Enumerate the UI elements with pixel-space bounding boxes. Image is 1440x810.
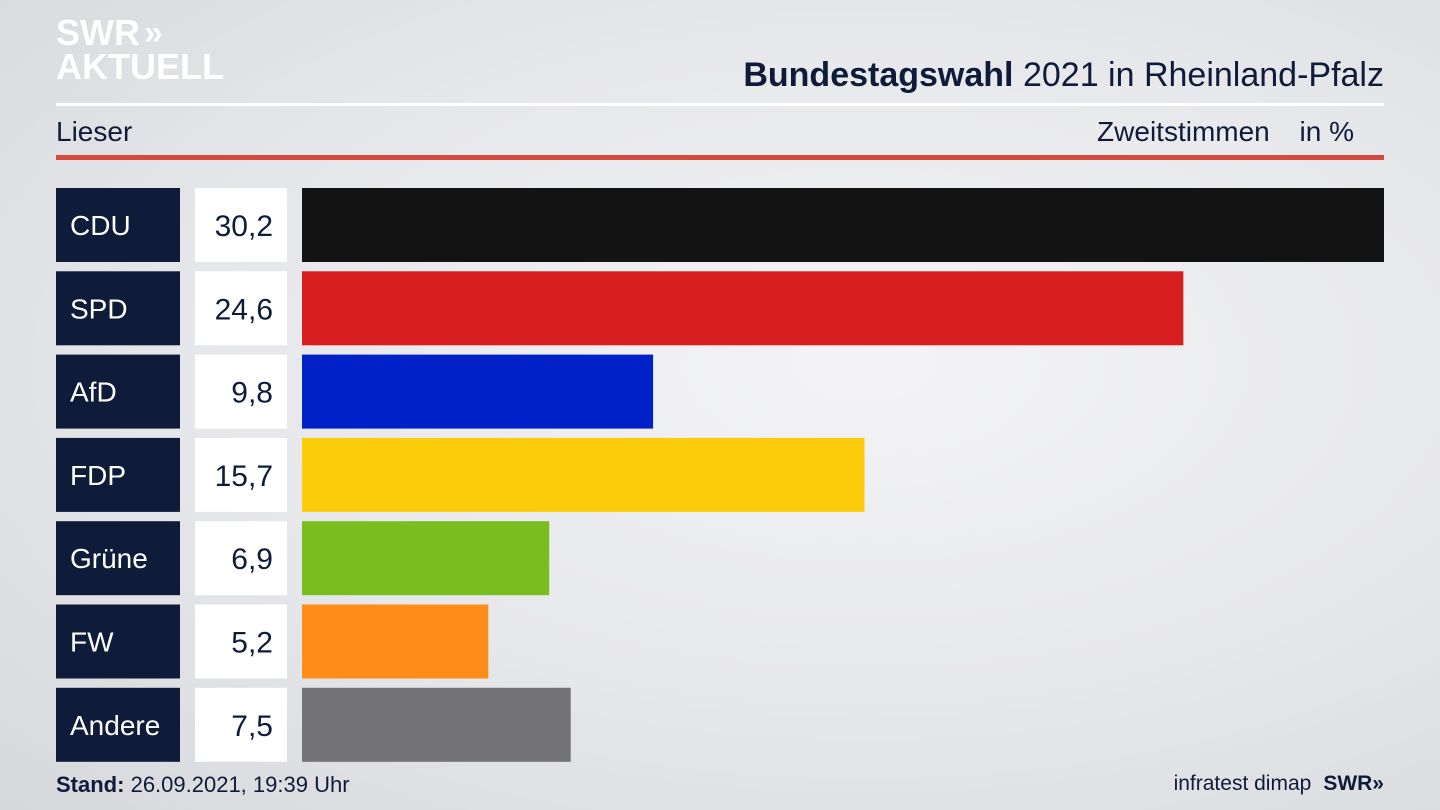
bar-fdp (302, 437, 865, 512)
value-box-cdu (195, 188, 287, 262)
bar-andere (302, 687, 571, 762)
logo-swr-text: SWR (56, 12, 140, 53)
value-box-spd (195, 271, 287, 346)
party-label-box-andere (56, 687, 180, 762)
page-title: Bundestagswahl 2021 in Rheinland-Pfalz (743, 56, 1384, 95)
party-label-andere: Andere (70, 710, 160, 741)
value-label-afd: 9,8 (231, 377, 273, 410)
value-box-gr-ne (195, 521, 287, 596)
source-credit: infratest dimap SWR» (1174, 772, 1384, 796)
measure-label: Zweitstimmen in % (1097, 116, 1354, 148)
measure-text: Zweitstimmen (1097, 116, 1270, 147)
title-bold: Bundestagswahl (743, 56, 1014, 94)
unit-text: in % (1299, 116, 1354, 147)
value-label-andere: 7,5 (231, 710, 273, 743)
timestamp: Stand: 26.09.2021, 19:39 Uhr (56, 772, 350, 798)
party-label-box-fw (56, 604, 180, 679)
value-box-fdp (195, 437, 287, 512)
logo-aktuell-text: AKTUELL (56, 46, 224, 87)
stand-label: Stand: (56, 772, 125, 797)
party-label-gr-ne: Grüne (70, 543, 148, 574)
header-divider (56, 103, 1384, 106)
party-label-box-cdu (56, 188, 180, 262)
source-text: infratest dimap (1173, 772, 1312, 795)
party-label-box-gr-ne (56, 521, 180, 596)
value-label-fdp: 15,7 (215, 460, 273, 493)
party-label-afd: AfD (70, 377, 117, 408)
value-box-andere (195, 687, 287, 762)
bar-cdu (302, 188, 1384, 262)
value-label-spd: 24,6 (215, 293, 273, 326)
footer-swr-logo: SWR» (1323, 772, 1384, 795)
bar-gr-ne (302, 521, 550, 596)
value-box-fw (195, 604, 287, 679)
bar-spd (302, 271, 1184, 346)
party-label-box-spd (56, 271, 180, 346)
accent-divider (56, 155, 1384, 160)
party-label-box-fdp (56, 437, 180, 512)
swr-aktuell-logo: SWR » AKTUELL (56, 12, 226, 87)
value-label-cdu: 30,2 (215, 210, 273, 243)
bar-afd (302, 354, 654, 429)
party-label-fdp: FDP (70, 460, 126, 491)
region-label: Lieser (56, 116, 133, 147)
value-box-afd (195, 354, 287, 429)
bar-fw (302, 604, 489, 679)
party-label-box-afd (56, 354, 180, 429)
value-label-fw: 5,2 (231, 627, 273, 660)
party-label-spd: SPD (70, 293, 128, 324)
title-rest: 2021 in Rheinland-Pfalz (1022, 56, 1384, 94)
value-label-gr-ne: 6,9 (231, 543, 273, 576)
party-label-cdu: CDU (70, 210, 131, 241)
stand-value: 26.09.2021, 19:39 Uhr (130, 772, 350, 797)
party-label-fw: FW (70, 627, 114, 658)
